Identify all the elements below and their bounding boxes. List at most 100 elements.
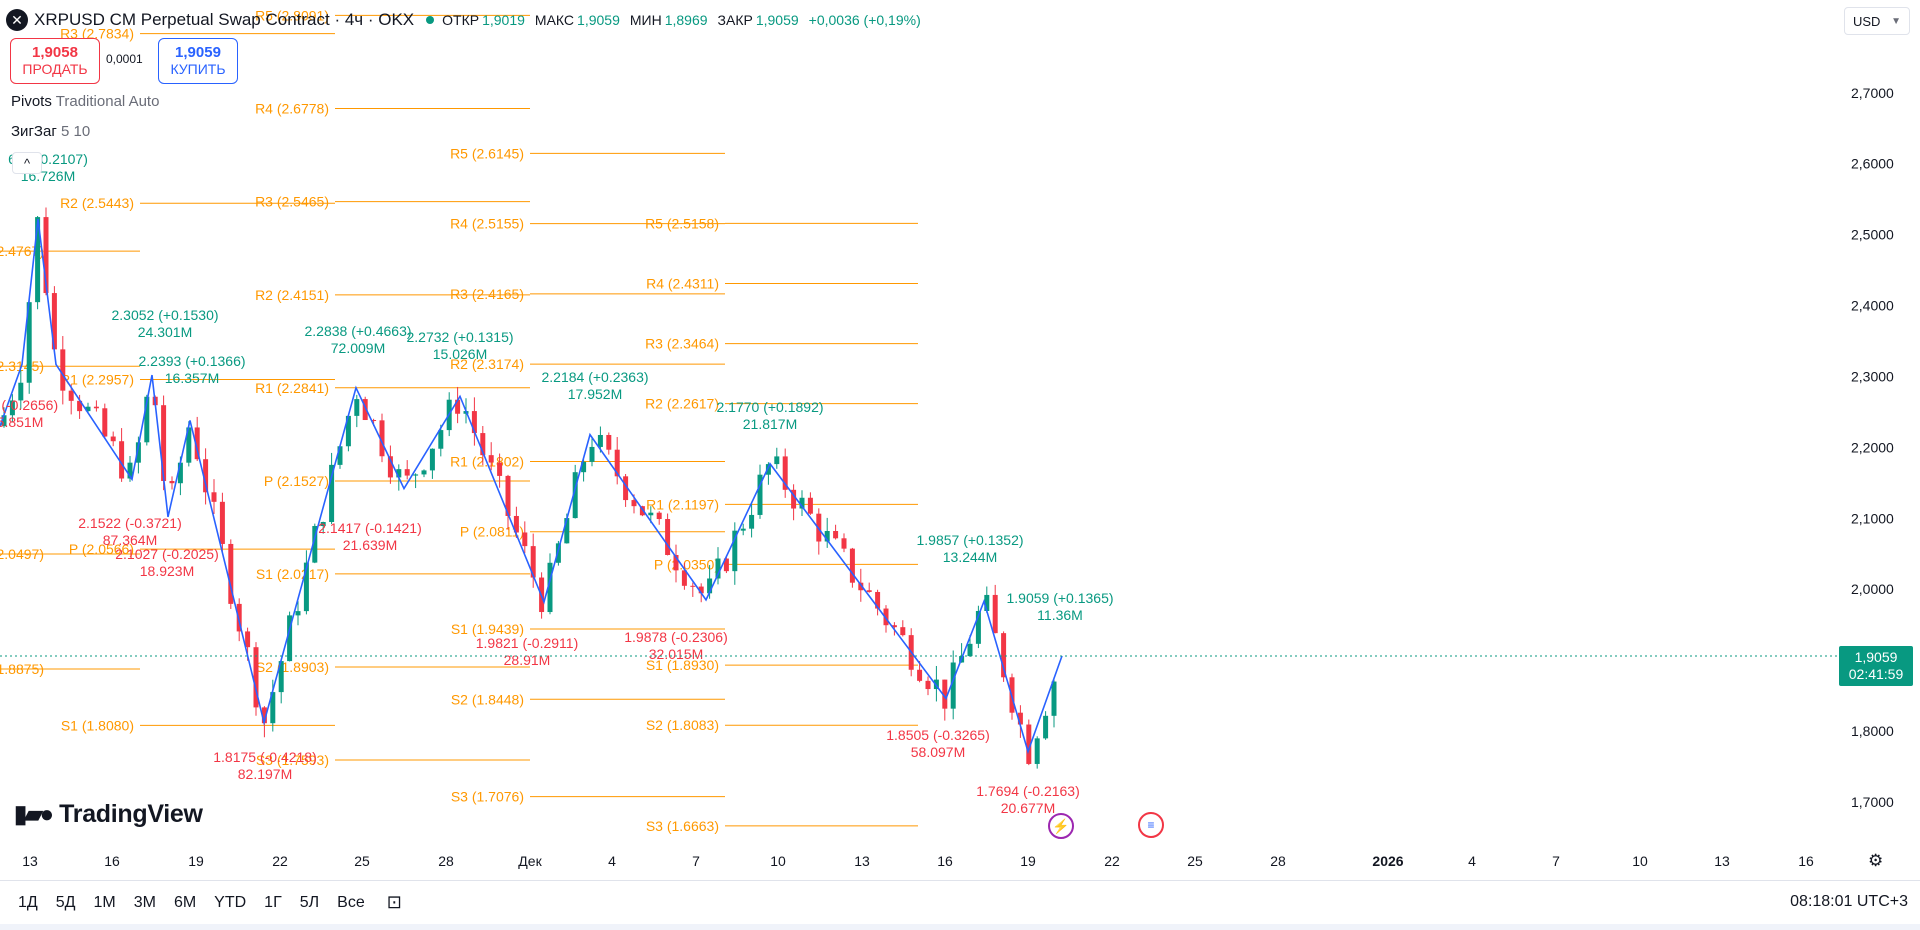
calendar-goto-icon[interactable]: ⊡ <box>386 892 402 912</box>
candle-body <box>572 472 578 519</box>
pivot-level-label: R2 (2.3174) <box>450 356 524 372</box>
candle-body <box>312 526 318 563</box>
candle-body <box>639 506 645 516</box>
candle-body <box>967 643 973 657</box>
axis-settings-gear-icon[interactable]: ⚙ <box>1868 851 1884 870</box>
y-tick-label: 1,8000 <box>1851 723 1894 739</box>
candle-body <box>211 492 217 502</box>
zigzag-volume-label: 15.026M <box>433 346 487 362</box>
candle-body <box>841 538 847 549</box>
pivot-level-label: S2 (1.8448) <box>451 691 524 707</box>
range-6m[interactable]: 6М <box>173 893 197 911</box>
event-lightning-icon[interactable]: ⚡ <box>1048 813 1074 839</box>
candle-body <box>513 515 519 533</box>
zigzag-swing-label: 1.8505 (-0.3265) <box>886 727 990 743</box>
candle-body <box>488 455 494 463</box>
candle-body <box>51 293 57 350</box>
low-label: МИН <box>629 12 662 28</box>
x-tick-label: 16 <box>1798 853 1814 869</box>
zigzag-swing-label: 86 (-0.2656) <box>0 397 58 413</box>
candle-body <box>9 400 15 416</box>
event-us-flag-icon[interactable]: ≡ <box>1138 812 1164 838</box>
candle-body <box>505 475 511 516</box>
candle-body <box>740 528 746 531</box>
indicator-pivots[interactable]: Pivots Traditional Auto <box>11 93 159 110</box>
candle-body <box>858 582 864 591</box>
candle-body <box>379 420 385 457</box>
currency-select[interactable]: USD ▼ <box>1844 7 1910 35</box>
range-1y[interactable]: 1Г <box>264 893 282 911</box>
y-tick-label: 2,4000 <box>1851 298 1894 314</box>
sell-price: 1,9058 <box>32 44 78 61</box>
candle-body <box>1051 681 1057 716</box>
candle-body <box>371 420 377 422</box>
currency-value: USD <box>1853 13 1881 29</box>
x-tick-label: 19 <box>1020 853 1036 869</box>
range-5d[interactable]: 5Д <box>55 893 76 911</box>
symbol-title[interactable]: XRPUSD CM Perpetual Swap Contract · 4ч ·… <box>34 10 415 29</box>
range-1d[interactable]: 1Д <box>18 893 38 911</box>
sell-button[interactable]: 1,9058 ПРОДАТЬ <box>10 38 100 84</box>
pivot-level-label: S2 (1.8083) <box>646 717 719 733</box>
price-chart[interactable]: 2,7000 2,6000 2,5000 2,4000 2,3000 2,2000 2,10… <box>0 0 1920 880</box>
close-label: ЗАКР <box>717 12 753 28</box>
candle-body <box>43 217 49 294</box>
candle-body <box>127 462 133 479</box>
candle-body <box>354 399 360 416</box>
candle-body <box>749 514 755 529</box>
pivot-level-label: R5 (2.5158) <box>645 215 719 231</box>
zigzag-volume-label: 58.097M <box>911 744 965 760</box>
x-tick-label: 13 <box>854 853 870 869</box>
pivot-level-label: S2 (1.8903) <box>256 659 329 675</box>
pivot-level-label: S3 (1.7076) <box>451 789 524 805</box>
candle-body <box>875 591 881 609</box>
candle-body <box>690 585 696 587</box>
candle-body <box>975 610 981 644</box>
candle-body <box>329 464 335 522</box>
pivot-level-label: R3 (2.5465) <box>255 194 329 210</box>
candle-body <box>791 489 797 509</box>
x-tick-label: 4 <box>608 853 616 869</box>
candle-body <box>942 679 948 709</box>
range-all[interactable]: Все <box>337 893 365 911</box>
x-tick-label: 25 <box>1187 853 1203 869</box>
tradingview-mark-icon: ▮▰● <box>14 801 54 828</box>
zigzag-volume-label: 28.91M <box>504 652 551 668</box>
y-tick-label: 2,7000 <box>1851 85 1894 101</box>
tradingview-logo[interactable]: ▮▰● TradingView <box>14 800 203 829</box>
zigzag-volume-label: 82.197M <box>238 766 292 782</box>
zigzag-volume-label: 20.677M <box>1001 800 1055 816</box>
pivot-level-label: R2 (2.5443) <box>60 195 134 211</box>
pivot-level-label: S2 (1.8875) <box>0 661 44 677</box>
tradingview-wordmark: TradingView <box>59 800 203 828</box>
candle-body <box>228 543 234 604</box>
candle-body <box>925 680 931 690</box>
candle-body <box>765 464 771 475</box>
zigzag-volume-label: 32.015M <box>649 646 703 662</box>
candle-body <box>1 415 7 427</box>
collapse-indicators-button[interactable]: ^ <box>12 152 42 174</box>
candle-body <box>455 399 461 414</box>
sell-label: ПРОДАТЬ <box>22 61 88 77</box>
buy-button[interactable]: 1,9059 КУПИТЬ <box>158 38 238 84</box>
pivot-level-label: S1 (1.9439) <box>451 621 524 637</box>
zigzag-swing-label: 2.2184 (+0.2363) <box>541 369 648 385</box>
pivot-level-label: R3 (2.7834) <box>60 26 134 42</box>
chevron-down-icon: ▼ <box>1891 15 1901 27</box>
candle-body <box>35 217 41 303</box>
zigzag-swing-label: 1.8175 (-0.4218) <box>213 749 317 765</box>
range-1m[interactable]: 1М <box>93 893 116 911</box>
candle-body <box>421 470 427 475</box>
range-3m[interactable]: 3М <box>133 893 156 911</box>
range-5y[interactable]: 5Л <box>299 893 320 911</box>
indicator-zigzag[interactable]: ЗигЗаг 5 10 <box>11 123 90 140</box>
candle-body <box>26 302 32 383</box>
x-tick-label: 22 <box>272 853 288 869</box>
buy-label: КУПИТЬ <box>170 61 226 77</box>
candle-body <box>320 521 326 527</box>
range-ytd[interactable]: YTD <box>214 893 247 911</box>
clock-time[interactable]: 08:18:01 UTC+3 <box>1790 893 1908 910</box>
zigzag-volume-label: 11.36M <box>1037 607 1083 623</box>
candle-body <box>169 481 175 484</box>
candle-body <box>270 692 276 724</box>
